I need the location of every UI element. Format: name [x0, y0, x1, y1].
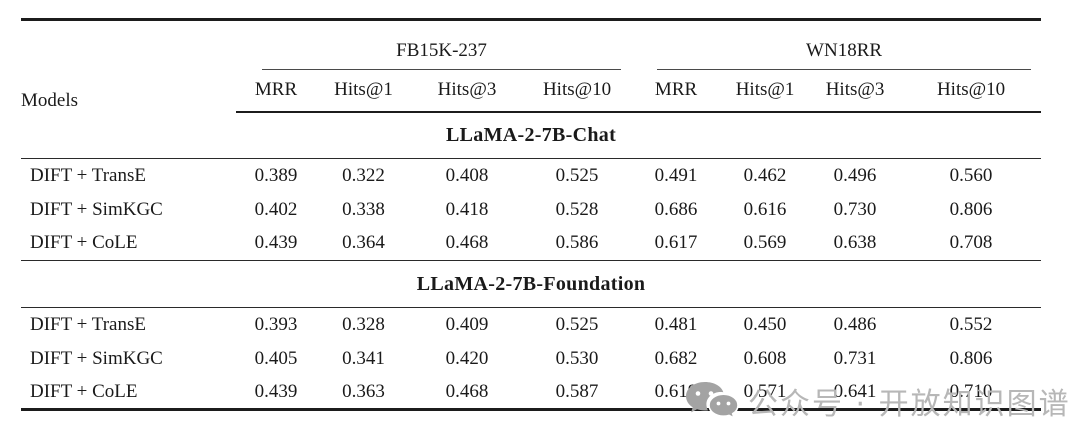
value-cell: 0.616: [743, 198, 787, 220]
group-header-wn18rr: WN18RR: [631, 20, 1041, 70]
group-header-row: Models FB15K-237 WN18RR: [21, 20, 1041, 111]
group-header-fb15k-237: FB15K-237: [236, 20, 631, 70]
column-header-mrr-fb: MRR: [236, 69, 316, 113]
wechat-icon: [686, 382, 739, 420]
model-name: DIFT + SimKGC: [30, 347, 163, 369]
table-row: DIFT + CoLE 0.439 0.363 0.468 0.587 0.61…: [21, 376, 1041, 410]
section-header-llama-chat: LLaMA-2-7B-Chat: [21, 111, 1042, 159]
value-cell: 0.322: [342, 164, 385, 186]
results-table: Models FB15K-237 WN18RR MRR Hits@1 Hits@…: [21, 18, 1042, 411]
value-cell: 0.608: [743, 347, 787, 369]
table-row: DIFT + TransE 0.389 0.322 0.408 0.525 0.…: [21, 159, 1041, 193]
value-cell: 0.710: [949, 380, 993, 402]
value-cell: 0.587: [555, 380, 599, 402]
watermark: 公众号 · 开放知识图谱: [684, 379, 1071, 423]
value-cell: 0.450: [743, 313, 787, 335]
value-cell: 0.408: [445, 164, 489, 186]
value-cell: 0.806: [949, 347, 993, 369]
value-cell: 0.338: [342, 198, 385, 220]
value-cell: 0.486: [833, 313, 877, 335]
value-cell: 0.806: [949, 198, 993, 220]
model-name: DIFT + CoLE: [30, 380, 138, 402]
column-header-hits10-fb: Hits@10: [523, 69, 632, 113]
model-name: DIFT + TransE: [30, 313, 146, 335]
value-cell: 0.363: [342, 380, 385, 402]
value-cell: 0.730: [833, 198, 877, 220]
value-cell: 0.439: [254, 380, 298, 402]
group-label-wn18rr: WN18RR: [657, 40, 1032, 70]
group-label-fb15k-237: FB15K-237: [262, 40, 622, 70]
value-cell: 0.418: [445, 198, 489, 220]
value-cell: 0.468: [445, 380, 489, 402]
value-cell: 0.617: [631, 226, 722, 261]
table-row: DIFT + CoLE 0.439 0.364 0.468 0.586 0.61…: [21, 226, 1042, 261]
table-row: DIFT + TransE 0.393 0.328 0.409 0.525 0.…: [21, 308, 1041, 342]
model-name: DIFT + TransE: [30, 164, 146, 186]
value-cell: 0.552: [949, 313, 993, 335]
column-header-models: Models: [21, 89, 78, 111]
value-cell: 0.481: [654, 313, 698, 335]
table-row: DIFT + SimKGC 0.405 0.341 0.420 0.530 0.…: [21, 342, 1041, 376]
value-cell: 0.641: [833, 380, 877, 402]
metric-header-row: MRR Hits@1 Hits@3 Hits@10 MRR Hits@1 Hit…: [21, 69, 1042, 113]
column-header-hits10-wn: Hits@10: [901, 69, 1042, 113]
value-cell: 0.586: [523, 226, 632, 261]
column-header-hits3-wn: Hits@3: [809, 69, 902, 113]
section-title: LLaMA-2-7B-Chat: [21, 111, 1042, 159]
value-cell: 0.528: [555, 198, 599, 220]
value-cell: 0.686: [654, 198, 698, 220]
value-cell: 0.491: [654, 164, 698, 186]
value-cell: 0.525: [555, 164, 599, 186]
value-cell: 0.708: [901, 226, 1042, 261]
column-header-mrr-wn: MRR: [631, 69, 722, 113]
model-name: DIFT + SimKGC: [30, 198, 163, 220]
column-header-hits3-fb: Hits@3: [411, 69, 523, 113]
value-cell: 0.682: [654, 347, 698, 369]
value-cell: 0.731: [833, 347, 877, 369]
watermark-text: 公众号 · 开放知识图谱: [748, 387, 1071, 422]
model-name: DIFT + CoLE: [21, 226, 236, 261]
value-cell: 0.341: [342, 347, 385, 369]
value-cell: 0.496: [833, 164, 877, 186]
value-cell: 0.439: [236, 226, 316, 261]
column-header-hits1-wn: Hits@1: [721, 69, 810, 113]
value-cell: 0.525: [555, 313, 599, 335]
table-row: DIFT + SimKGC 0.402 0.338 0.418 0.528 0.…: [21, 193, 1041, 227]
value-cell: 0.571: [743, 380, 787, 402]
value-cell: 0.420: [445, 347, 489, 369]
value-cell: 0.364: [316, 226, 411, 261]
value-cell: 0.405: [254, 347, 298, 369]
value-cell: 0.569: [721, 226, 810, 261]
section-header-llama-foundation: LLaMA-2-7B-Foundation: [21, 260, 1042, 308]
value-cell: 0.462: [743, 164, 787, 186]
value-cell: 0.468: [411, 226, 523, 261]
value-cell: 0.328: [342, 313, 385, 335]
value-cell: 0.393: [254, 313, 298, 335]
value-cell: 0.409: [445, 313, 489, 335]
value-cell: 0.389: [254, 164, 298, 186]
value-cell: 0.560: [949, 164, 993, 186]
value-cell: 0.402: [254, 198, 298, 220]
value-cell: 0.638: [809, 226, 902, 261]
value-cell: 0.530: [555, 347, 599, 369]
column-header-hits1-fb: Hits@1: [316, 69, 411, 113]
section-title: LLaMA-2-7B-Foundation: [21, 260, 1042, 308]
